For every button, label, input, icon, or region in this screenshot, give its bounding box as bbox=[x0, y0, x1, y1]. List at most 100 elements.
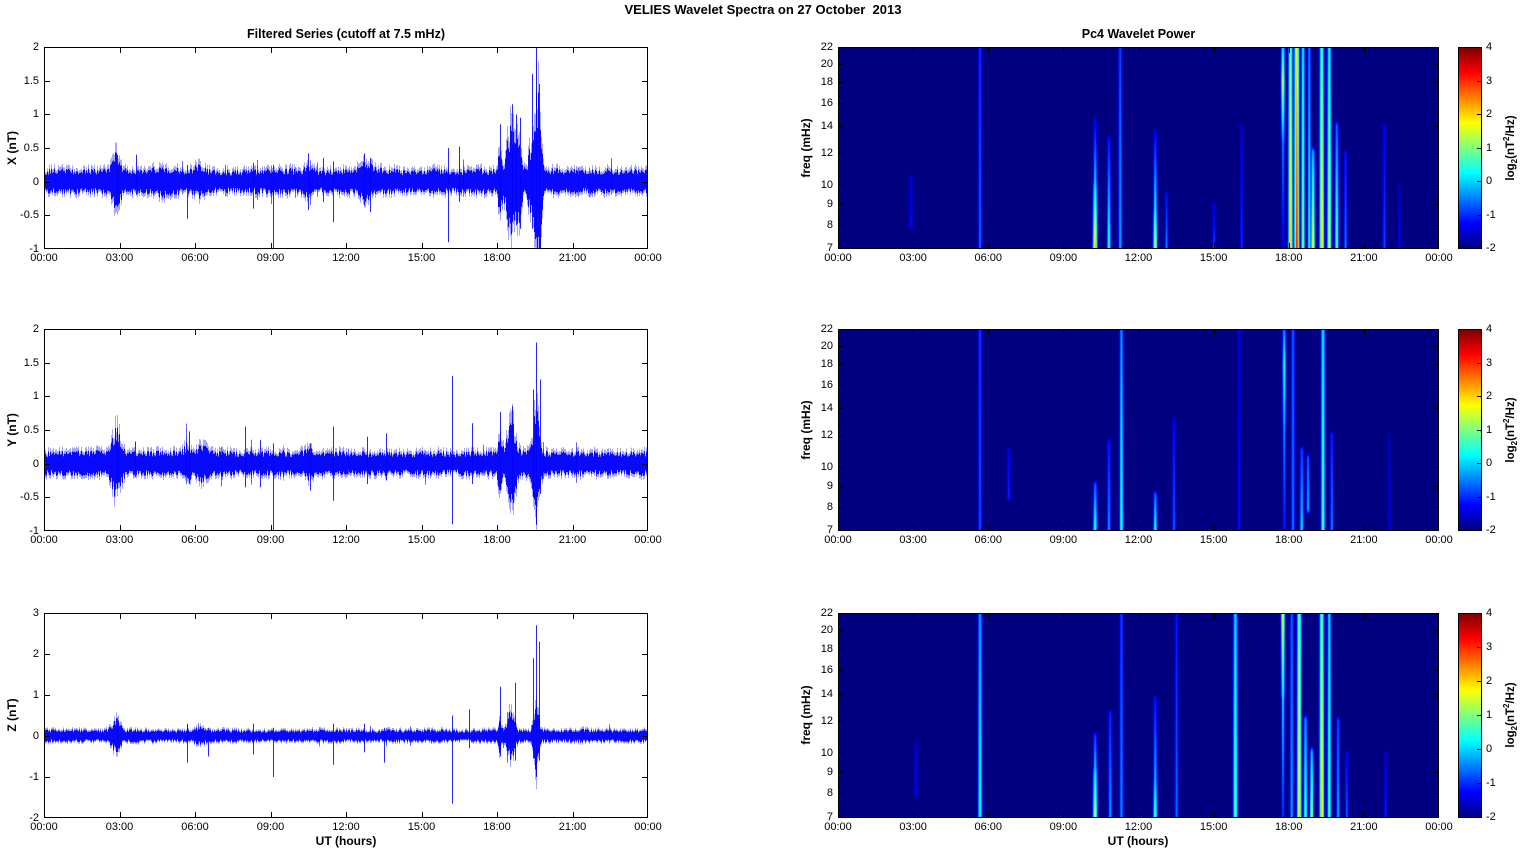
x-tick-label: 00:00 bbox=[824, 534, 852, 546]
y-tick-label: -0.5 bbox=[20, 491, 39, 504]
freq-tick-label: 7 bbox=[826, 524, 833, 536]
x-tick-label: 00:00 bbox=[824, 252, 852, 264]
x-series-panel bbox=[44, 47, 648, 249]
x-tick-label: 09:00 bbox=[256, 252, 285, 264]
x-tick-label: 18:00 bbox=[1274, 821, 1303, 833]
x-tick-label: 00:00 bbox=[1425, 821, 1453, 833]
x-tick-label: 18:00 bbox=[1274, 252, 1303, 264]
colorbar-tick-label: -1 bbox=[1486, 208, 1496, 221]
freq-tick-label: 10 bbox=[820, 461, 833, 474]
freq-tick-label: 22 bbox=[820, 323, 833, 335]
x-tick-label: 00:00 bbox=[1425, 534, 1453, 546]
figure-title: VELIES Wavelet Spectra on 27 October 201… bbox=[624, 2, 902, 17]
x-tick-label: 12:00 bbox=[332, 821, 360, 833]
freq-tick-label: 10 bbox=[820, 179, 833, 192]
freq-tick-label: 8 bbox=[826, 218, 833, 231]
x-tick-label: 03:00 bbox=[899, 252, 927, 264]
z-series-plot-canvas bbox=[44, 613, 648, 818]
colorbar-tick-label: 3 bbox=[1486, 641, 1493, 653]
freq-tick-label: 14 bbox=[820, 687, 833, 700]
x-tick-label: 06:00 bbox=[974, 252, 1003, 264]
y-tick-label: 0 bbox=[32, 730, 39, 742]
z-wavelet-heatmap-canvas bbox=[838, 613, 1439, 818]
x-tick-label: 03:00 bbox=[105, 821, 134, 833]
colorbar-top-canvas bbox=[1458, 47, 1482, 249]
freq-tick-label: 12 bbox=[820, 714, 833, 727]
y-tick-label: 1 bbox=[32, 689, 39, 701]
x-tick-label: 00:00 bbox=[30, 821, 58, 833]
x-tick-label: 00:00 bbox=[634, 534, 662, 546]
freq-tick-label: 9 bbox=[826, 197, 833, 210]
y-tick-label: -2 bbox=[29, 812, 39, 824]
freq-tick-label: 7 bbox=[826, 242, 833, 254]
freq-tick-label: 18 bbox=[820, 358, 833, 371]
x-wavelet-heatmap-canvas bbox=[838, 47, 1439, 249]
colorbar-tick-label: -2 bbox=[1486, 811, 1496, 823]
x-tick-label: 09:00 bbox=[1049, 821, 1078, 833]
freq-tick-label: 12 bbox=[820, 429, 833, 442]
colorbar-middle-canvas bbox=[1458, 329, 1482, 531]
x-tick-label: 06:00 bbox=[181, 252, 209, 264]
x-tick-label: 15:00 bbox=[1199, 252, 1228, 264]
colorbar-tick-label: 4 bbox=[1486, 41, 1493, 53]
freq-tick-label: 14 bbox=[820, 120, 833, 133]
x-tick-label: 12:00 bbox=[1124, 821, 1153, 833]
colorbar-tick-label: -1 bbox=[1486, 777, 1496, 789]
left-column-title: Filtered Series (cutoff at 7.5 mHz) bbox=[247, 27, 445, 41]
x-tick-label: 06:00 bbox=[974, 534, 1003, 546]
x-tick-label: 12:00 bbox=[332, 534, 360, 546]
x-tick-label: 15:00 bbox=[1199, 534, 1228, 546]
y-tick-label: 0 bbox=[32, 175, 39, 188]
colorbar-middle bbox=[1458, 329, 1482, 531]
x-tick-label: 03:00 bbox=[105, 534, 134, 546]
y-tick-label: 0 bbox=[32, 457, 39, 470]
freq-tick-label: 14 bbox=[820, 402, 833, 415]
colorbar-tick-label: -2 bbox=[1486, 242, 1496, 254]
x-tick-label: 12:00 bbox=[332, 252, 360, 264]
z-wavelet-panel bbox=[838, 613, 1439, 818]
freq-ylabel-middle: freq (mHz) bbox=[799, 400, 813, 460]
colorbar-tick-label: 4 bbox=[1486, 323, 1493, 335]
x-tick-label: 12:00 bbox=[1124, 252, 1153, 264]
freq-tick-label: 10 bbox=[820, 747, 833, 760]
colorbar-bottom bbox=[1458, 613, 1482, 818]
y-series-panel bbox=[44, 329, 648, 531]
y-tick-label: 0.5 bbox=[23, 142, 39, 154]
x-tick-label: 15:00 bbox=[407, 534, 436, 546]
y-tick-label: 1 bbox=[32, 108, 39, 121]
colorbar-tick-label: 2 bbox=[1486, 390, 1493, 402]
y-tick-label: 2 bbox=[32, 41, 39, 53]
freq-tick-label: 12 bbox=[820, 147, 833, 160]
colorbar-tick-label: 4 bbox=[1486, 607, 1493, 619]
freq-tick-label: 18 bbox=[820, 76, 833, 89]
colorbar-tick-label: 1 bbox=[1486, 141, 1493, 154]
freq-tick-label: 9 bbox=[826, 479, 833, 492]
x-tick-label: 21:00 bbox=[558, 534, 587, 546]
colorbar-tick-label: 1 bbox=[1486, 709, 1493, 721]
freq-tick-label: 8 bbox=[826, 500, 833, 513]
y-wavelet-panel bbox=[838, 329, 1439, 531]
x-tick-label: 12:00 bbox=[1124, 534, 1153, 546]
colorbar-tick-label: 2 bbox=[1486, 675, 1493, 687]
x-tick-label: 18:00 bbox=[1274, 534, 1303, 546]
x-tick-label: 09:00 bbox=[1049, 252, 1078, 264]
x-series-plot-canvas bbox=[44, 47, 648, 249]
colorbar-label-bottom: log2(nT2/Hz) bbox=[1502, 682, 1520, 748]
freq-ylabel-top: freq (mHz) bbox=[799, 118, 813, 178]
x-tick-label: 00:00 bbox=[824, 821, 852, 833]
y-wavelet-heatmap-canvas bbox=[838, 329, 1439, 531]
y-tick-label: 1.5 bbox=[23, 74, 39, 87]
y-tick-label: 2 bbox=[32, 323, 39, 335]
freq-ylabel-bottom: freq (mHz) bbox=[799, 685, 813, 745]
colorbar-tick-label: 1 bbox=[1486, 423, 1493, 436]
colorbar-tick-label: 0 bbox=[1486, 743, 1493, 755]
x-tick-label: 06:00 bbox=[181, 821, 209, 833]
colorbar-top bbox=[1458, 47, 1482, 249]
z-axis-ylabel: Z (nT) bbox=[5, 698, 19, 732]
y-tick-label: 3 bbox=[32, 607, 39, 619]
x-tick-label: 15:00 bbox=[1199, 821, 1228, 833]
freq-tick-label: 20 bbox=[820, 57, 833, 70]
x-tick-label: 21:00 bbox=[1350, 534, 1378, 546]
freq-tick-label: 7 bbox=[826, 811, 833, 823]
